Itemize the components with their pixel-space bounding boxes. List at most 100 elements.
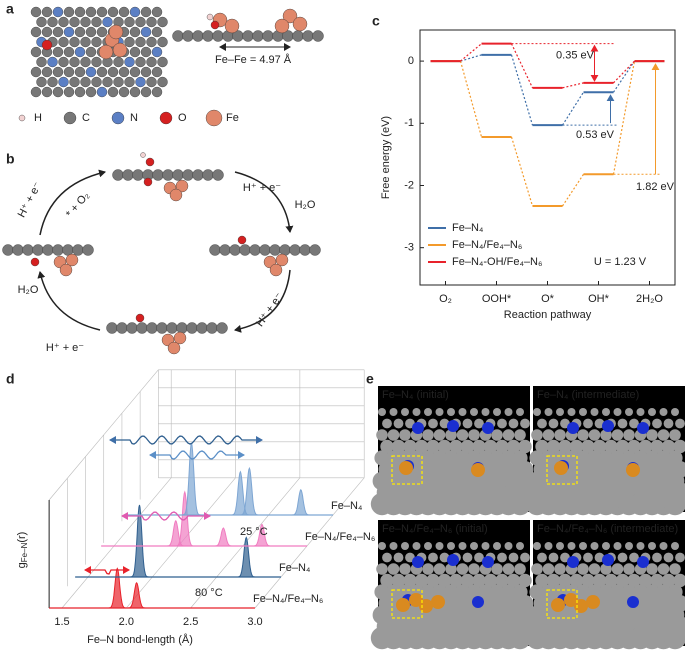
atom bbox=[533, 408, 541, 416]
atom bbox=[92, 77, 102, 87]
atom bbox=[114, 77, 124, 87]
atom bbox=[543, 563, 555, 575]
atom bbox=[177, 323, 188, 334]
atom bbox=[472, 596, 484, 608]
atom bbox=[413, 408, 421, 416]
atom bbox=[482, 542, 490, 550]
legend-label: H bbox=[34, 112, 42, 124]
step-label: H₂O bbox=[295, 199, 316, 211]
atom bbox=[537, 553, 547, 563]
atom bbox=[147, 57, 157, 67]
atom bbox=[119, 67, 129, 77]
atom bbox=[136, 17, 146, 27]
atom bbox=[125, 57, 135, 67]
atom bbox=[419, 599, 433, 613]
atom bbox=[505, 542, 513, 550]
atom bbox=[59, 37, 69, 47]
connector bbox=[461, 61, 482, 137]
atom bbox=[533, 542, 541, 550]
atom bbox=[671, 542, 679, 550]
atom bbox=[206, 110, 222, 126]
atom bbox=[130, 87, 140, 97]
atom bbox=[556, 408, 564, 416]
atom bbox=[574, 599, 588, 613]
atom bbox=[125, 17, 135, 27]
atom bbox=[203, 170, 214, 181]
atom bbox=[97, 87, 107, 97]
atom bbox=[123, 170, 134, 181]
panel-label: d bbox=[6, 371, 15, 387]
atom bbox=[210, 245, 221, 256]
atom bbox=[388, 563, 400, 575]
atom bbox=[42, 27, 52, 37]
atom bbox=[99, 45, 113, 59]
atom bbox=[240, 245, 251, 256]
atom bbox=[197, 323, 208, 334]
atom bbox=[263, 31, 274, 42]
atom bbox=[549, 419, 559, 429]
atom bbox=[130, 27, 140, 37]
atom bbox=[591, 542, 599, 550]
atom bbox=[618, 553, 628, 563]
atom bbox=[396, 598, 410, 612]
atom bbox=[253, 31, 264, 42]
peak bbox=[108, 568, 127, 608]
atom bbox=[270, 264, 282, 276]
atom bbox=[75, 67, 85, 77]
atom bbox=[173, 31, 184, 42]
x-tick-label: 2H₂O bbox=[636, 293, 663, 305]
atom bbox=[399, 461, 413, 475]
atom bbox=[70, 17, 80, 27]
atom bbox=[509, 553, 519, 563]
atom bbox=[583, 419, 593, 429]
atom bbox=[424, 408, 432, 416]
atom bbox=[19, 115, 25, 121]
atom bbox=[514, 429, 526, 441]
x-tick-label: OH* bbox=[588, 293, 610, 305]
atom bbox=[130, 67, 140, 77]
atom bbox=[213, 170, 224, 181]
trace-label: Fe–N₄ bbox=[331, 500, 363, 512]
atom bbox=[64, 27, 74, 37]
atom bbox=[376, 429, 388, 441]
atom bbox=[664, 553, 674, 563]
distance-label: Fe–Fe = 4.97 Å bbox=[215, 53, 292, 66]
atom bbox=[37, 57, 47, 67]
atom bbox=[388, 429, 400, 441]
atom bbox=[586, 595, 600, 609]
atom bbox=[103, 77, 113, 87]
x-tick-label: 1.5 bbox=[54, 616, 69, 628]
atom bbox=[147, 37, 157, 47]
atom bbox=[167, 323, 178, 334]
atom bbox=[422, 563, 434, 575]
annotation: 0.53 eV bbox=[576, 129, 615, 141]
atom bbox=[394, 419, 404, 429]
atom bbox=[141, 7, 151, 17]
atom bbox=[447, 554, 459, 566]
atom bbox=[207, 14, 213, 20]
atom bbox=[152, 27, 162, 37]
atom bbox=[390, 542, 398, 550]
atom bbox=[152, 67, 162, 77]
atom bbox=[83, 245, 94, 256]
atom bbox=[168, 342, 180, 354]
atom bbox=[75, 27, 85, 37]
atom bbox=[602, 420, 614, 432]
y-axis-label: gFe–N(r) bbox=[16, 532, 29, 569]
atom bbox=[97, 7, 107, 17]
atom bbox=[170, 189, 182, 201]
atom bbox=[70, 77, 80, 87]
x-tick-label: 2.5 bbox=[183, 616, 198, 628]
atom bbox=[482, 408, 490, 416]
atom bbox=[614, 408, 622, 416]
atom bbox=[623, 429, 635, 441]
atom bbox=[107, 323, 118, 334]
atom bbox=[482, 556, 494, 568]
atom bbox=[602, 542, 610, 550]
atom bbox=[376, 563, 388, 575]
atom bbox=[213, 31, 224, 42]
atom bbox=[625, 408, 633, 416]
atom bbox=[112, 112, 124, 124]
atom bbox=[160, 112, 172, 124]
atom bbox=[669, 429, 681, 441]
